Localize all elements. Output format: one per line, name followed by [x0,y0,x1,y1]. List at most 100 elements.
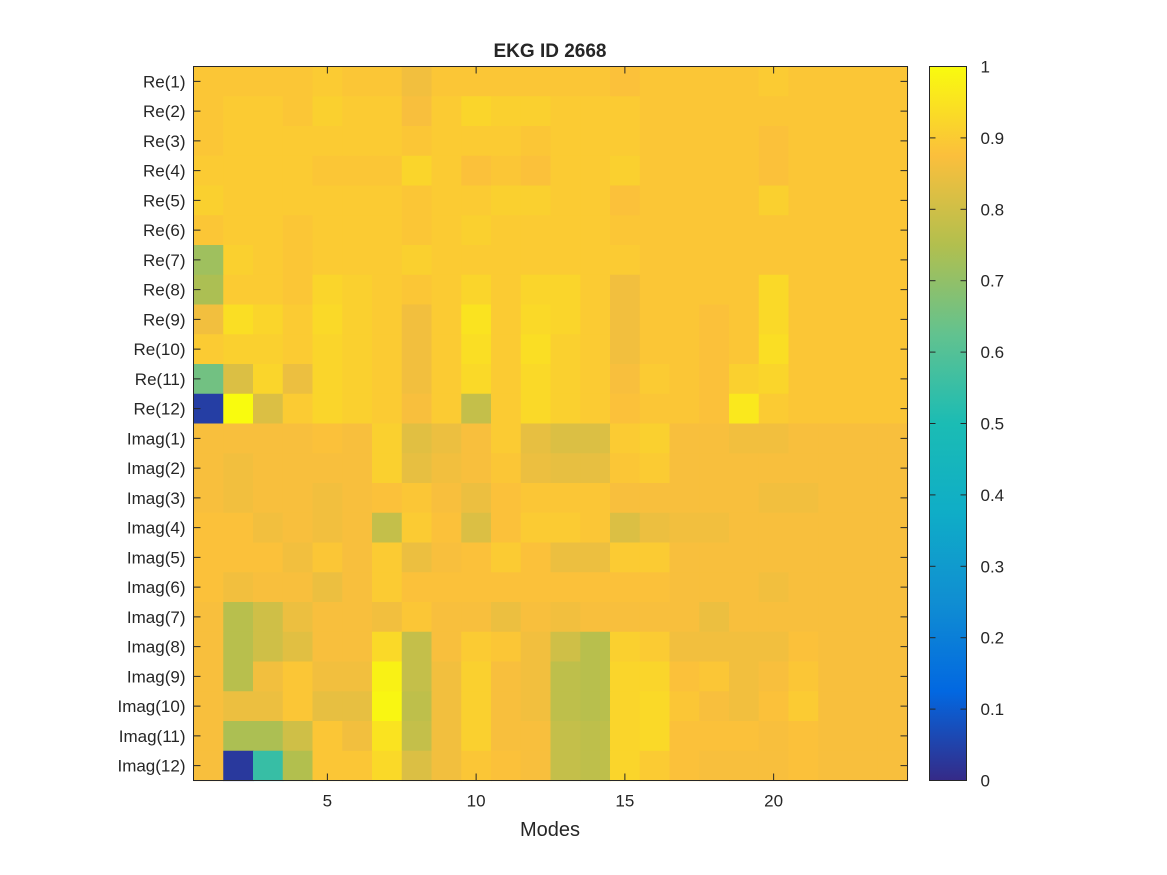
heatmap-cell [342,96,373,127]
x-tick-label: 5 [323,792,332,811]
heatmap-cell [461,572,492,603]
heatmap-cell [848,245,879,276]
heatmap-cell [639,245,671,276]
colorbar-tick-label: 0 [981,772,990,791]
heatmap-cell [699,96,730,127]
heatmap-cell [848,691,879,722]
heatmap-cell [758,274,790,306]
heatmap-cell [550,245,581,276]
colorbar-tick-label: 0.1 [981,700,1005,719]
heatmap-cell [372,661,403,692]
heatmap-cell [758,423,790,454]
heatmap-cell [639,96,671,127]
heatmap-cell [669,155,700,187]
heatmap-cell [282,572,314,603]
heatmap-cell [401,483,433,514]
heatmap-cell [372,155,403,187]
heatmap-cell [282,631,314,663]
heatmap-cell [699,126,730,157]
colorbar-tick-label: 0.9 [981,129,1005,148]
heatmap-cell [312,215,343,246]
heatmap-cell [282,453,314,484]
heatmap-cell [282,483,314,514]
heatmap-cell [818,155,849,187]
heatmap-cell [788,66,819,97]
heatmap-cell [669,572,700,603]
heatmap-cell [818,572,849,603]
y-tick-label: Imag(11) [119,727,186,746]
heatmap-cell [788,126,819,157]
heatmap-cell [223,215,254,246]
heatmap-cell [282,602,314,633]
heatmap-cell [223,661,254,692]
heatmap-cell [639,483,671,514]
heatmap-cell [372,304,403,335]
heatmap-cell [639,542,671,573]
heatmap-cell [312,661,343,692]
heatmap-cell [342,215,373,246]
y-tick-label: Re(7) [143,251,186,270]
heatmap-cell [461,453,492,484]
heatmap-cell [253,602,284,633]
heatmap-cell [312,245,343,276]
heatmap-cell [461,512,492,544]
heatmap-cell [580,96,611,127]
heatmap-cell [342,126,373,157]
heatmap-cell [253,274,284,306]
heatmap-cell [788,304,819,335]
heatmap-cell [253,245,284,276]
heatmap-cell [610,304,641,335]
heatmap-cell [520,393,552,425]
y-tick-label: Imag(9) [127,667,186,686]
heatmap-cell [848,631,879,663]
heatmap-cell [312,691,343,722]
heatmap-cell [461,274,492,306]
heatmap-cell [669,334,700,365]
heatmap-cell [639,215,671,246]
heatmap-cell [699,215,730,246]
heatmap-cell [491,126,522,157]
heatmap-cell [550,274,581,306]
heatmap-cell [580,185,611,216]
heatmap-cell [848,304,879,335]
heatmap-cell [431,721,462,752]
heatmap-cell [431,453,462,484]
heatmap-cell [729,691,760,722]
heatmap-cell [729,66,760,97]
heatmap-cell [758,512,790,544]
heatmap-cell [401,126,433,157]
heatmap-cell [699,423,730,454]
heatmap-cell [699,185,730,216]
heatmap-cell [729,245,760,276]
heatmap-cell [699,572,730,603]
heatmap-cell [342,691,373,722]
heatmap-cell [491,155,522,187]
heatmap-cell [520,423,552,454]
heatmap-cell [848,334,879,365]
heatmap-cell [788,750,819,782]
heatmap-cell [372,572,403,603]
heatmap-cell [491,453,522,484]
y-tick-label: Re(6) [143,221,186,240]
heatmap-cell [312,631,343,663]
heatmap-cell [848,750,879,782]
heatmap-cell [342,512,373,544]
heatmap-cell [491,721,522,752]
x-tick-label: 20 [764,792,783,811]
y-tick-label: Imag(8) [127,638,186,657]
heatmap-cell [223,423,254,454]
heatmap-cell [461,393,492,425]
heatmap-cell [372,185,403,216]
heatmap-cell [580,691,611,722]
heatmap-cell [639,691,671,722]
heatmap-cell [788,691,819,722]
heatmap-cell [253,661,284,692]
heatmap-cell [372,602,403,633]
heatmap-cell [401,274,433,306]
heatmap-cell [372,66,403,97]
heatmap-cell [848,721,879,752]
heatmap-cell [253,66,284,97]
colorbar-tick-label: 0.7 [981,272,1005,291]
heatmap-cell [729,215,760,246]
heatmap-cell [520,185,552,216]
